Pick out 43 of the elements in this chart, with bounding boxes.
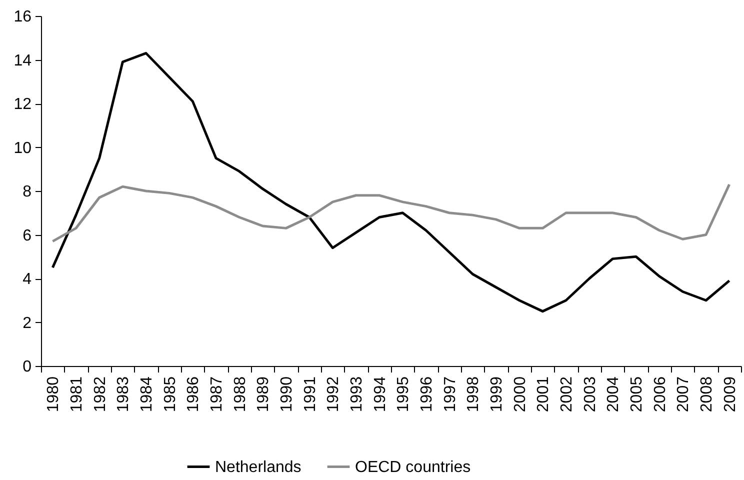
x-tick-label: 2005	[628, 376, 646, 412]
x-tick-label: 1999	[488, 376, 506, 412]
x-tick-label: 1990	[278, 376, 296, 412]
x-tick-label: 2003	[582, 376, 599, 412]
legend-label: Netherlands	[215, 458, 302, 476]
y-tick-label: 10	[14, 140, 32, 157]
x-tick-label: 1991	[302, 376, 319, 412]
x-tick-label: 2001	[535, 376, 552, 412]
x-tick-label: 1980	[45, 376, 62, 412]
y-tick-label: 2	[22, 314, 32, 332]
x-tick-label: 1996	[418, 376, 436, 412]
x-tick-label: 2002	[558, 376, 576, 412]
x-tick-label: 1986	[185, 376, 202, 412]
y-tick-label: 8	[22, 184, 32, 200]
y-tick-label: 6	[22, 227, 32, 244]
y-tick-label: 0	[22, 358, 32, 376]
x-tick-label: 1987	[208, 376, 226, 412]
y-tick-label: 4	[22, 271, 32, 288]
x-tick-label: 1981	[68, 376, 86, 412]
x-tick-label: 1983	[115, 376, 132, 412]
x-tick-label: 2008	[698, 376, 716, 412]
line-series	[51, 52, 731, 313]
x-tick-label: 2006	[652, 376, 669, 412]
line-series	[51, 183, 731, 243]
x-tick-label: 1985	[162, 376, 179, 412]
x-tick-label: 1984	[138, 376, 156, 412]
x-tick-label: 1992	[325, 376, 342, 412]
x-tick-label: 1989	[255, 376, 272, 412]
x-tick-label: 2000	[512, 376, 529, 412]
y-tick-label: 12	[14, 96, 32, 113]
y-tick-label: 14	[14, 52, 32, 70]
x-tick-label: 1998	[465, 376, 482, 412]
x-tick-label: 1994	[372, 376, 389, 412]
legend-label: OECD countries	[355, 458, 471, 476]
x-tick-label: 2007	[675, 376, 692, 412]
y-tick-label: 16	[14, 8, 32, 26]
x-tick-label: 2004	[605, 376, 622, 412]
x-tick-label: 2009	[722, 376, 739, 412]
x-tick-label: 1997	[442, 376, 459, 412]
x-tick-label: 1982	[92, 376, 109, 412]
x-tick-label: 1993	[348, 376, 366, 412]
x-tick-label: 1988	[232, 376, 249, 412]
x-tick-label: 1995	[395, 376, 412, 412]
